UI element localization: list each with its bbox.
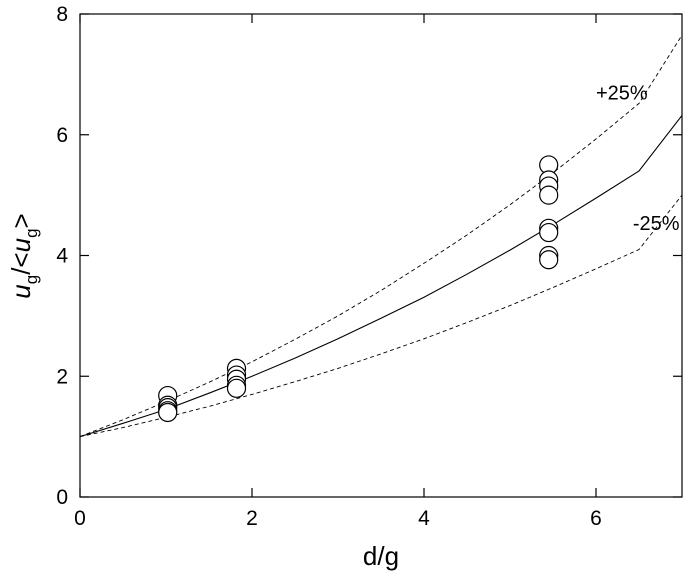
data-point (539, 185, 559, 205)
fit-curve (79, 115, 683, 438)
y-axis-title: ug/<ug> (6, 213, 41, 298)
x-tick-label: 2 (246, 507, 258, 530)
annotation-label: +25% (596, 83, 648, 105)
data-point (539, 250, 559, 270)
data-points (158, 155, 559, 423)
y-title-sub2: g (22, 228, 41, 237)
y-title-u1: u (6, 284, 36, 298)
y-title-u2: u (6, 238, 36, 252)
y-tick-label: 0 (56, 486, 68, 509)
y-tick-label: 2 (56, 365, 68, 388)
y-title-mid: /< (6, 252, 36, 274)
bound-curve (79, 194, 683, 438)
x-axis-title: d/g (363, 541, 399, 571)
plot-frame (79, 13, 683, 498)
data-point (226, 378, 247, 398)
data-point (539, 222, 559, 243)
y-title-sub1: g (22, 275, 41, 284)
data-point (158, 402, 178, 423)
annotations: +25% -25% (596, 83, 680, 235)
tick-labels: 0 2 4 6 0 2 4 6 8 (56, 3, 602, 530)
y-tick-label: 8 (56, 3, 68, 26)
x-tick-label: 4 (418, 507, 430, 530)
y-tick-label: 4 (56, 245, 68, 268)
annotation-label: -25% (633, 213, 680, 235)
axis-ticks (79, 13, 682, 498)
y-title-end: > (6, 213, 36, 228)
x-tick-label: 6 (590, 507, 602, 530)
bound-curve (79, 34, 683, 438)
y-tick-label: 6 (56, 124, 68, 147)
fit-curves (79, 34, 683, 438)
x-tick-label: 0 (74, 507, 86, 530)
